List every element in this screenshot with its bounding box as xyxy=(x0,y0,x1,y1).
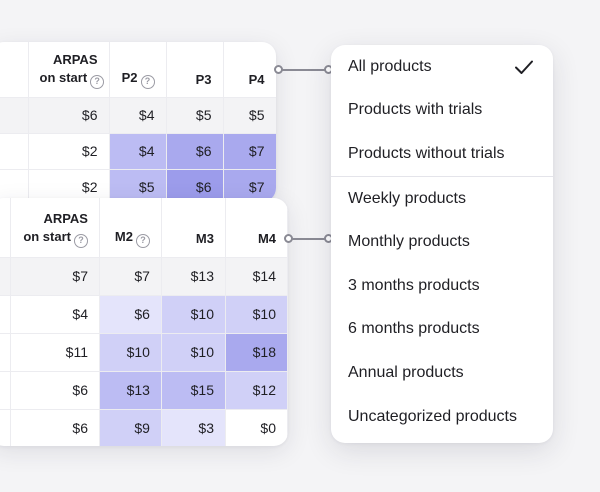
row-label-cell xyxy=(0,97,29,134)
p2-header: P2? xyxy=(109,42,167,98)
menu-item-label: Weekly products xyxy=(348,189,466,207)
arpas-cell: $6 xyxy=(10,371,100,410)
menu-item-label: Products without trials xyxy=(348,144,505,162)
arpas-cell: $2 xyxy=(28,133,110,170)
menu-item-6-months-products[interactable]: 6 months products xyxy=(331,308,553,352)
menu-item-annual-products[interactable]: Annual products xyxy=(331,351,553,395)
m2-header-label: M2 xyxy=(114,228,133,244)
menu-item-products-with-trials[interactable]: Products with trials xyxy=(331,89,553,133)
row-label-header xyxy=(0,42,29,98)
menu-item-label: Annual products xyxy=(348,363,464,381)
p3-cell: $6 xyxy=(166,133,224,170)
menu-item-label: All products xyxy=(348,57,432,75)
table-row: $11 $10 $10 $18 xyxy=(0,333,288,372)
menu-item-label: Monthly products xyxy=(348,233,470,251)
menu-item-label: Products with trials xyxy=(348,101,483,119)
help-icon[interactable]: ? xyxy=(135,233,150,248)
p2-cell: $4 xyxy=(109,133,167,170)
m3-cell: $15 xyxy=(161,371,226,410)
p2-cell: $5 xyxy=(109,169,167,202)
arpas-header-line1: ARPAS xyxy=(52,51,98,67)
m2-cell: $7 xyxy=(99,257,162,296)
p4-cell: $7 xyxy=(223,133,276,170)
check-icon xyxy=(515,60,533,74)
menu-item-label: 6 months products xyxy=(348,320,480,338)
table-header-row: ARPAS on start? M2? M3 M4 xyxy=(0,198,288,258)
table-header-row: ARPAS on start? P2? P3 P4 xyxy=(0,42,276,98)
menu-item-all-products[interactable]: All products xyxy=(331,45,553,89)
m2-cell: $13 xyxy=(99,371,162,410)
arpas-cell: $7 xyxy=(10,257,100,296)
m4-cell: $0 xyxy=(225,409,288,446)
menu-item-weekly-products[interactable]: Weekly products xyxy=(331,177,553,221)
arpas-header-line2: on start xyxy=(39,69,88,85)
m4-cell: $14 xyxy=(225,257,288,296)
m2-cell: $10 xyxy=(99,333,162,372)
menu-item-label: Uncategorized products xyxy=(348,407,517,425)
m3-cell: $13 xyxy=(161,257,226,296)
p3-cell: $6 xyxy=(166,169,224,202)
menu-divider xyxy=(331,175,553,177)
monthly-cohort-table: ARPAS on start? M2? M3 M4 $7 $7 $13 $14 $4 $6… xyxy=(0,198,288,446)
m3-header: M3 xyxy=(161,198,226,258)
m4-cell: $10 xyxy=(225,295,288,334)
m2-header: M2? xyxy=(99,198,162,258)
table-row: $6 $4 $5 $5 xyxy=(0,97,276,134)
p2-cell: $4 xyxy=(109,97,167,134)
help-icon[interactable]: ? xyxy=(73,233,88,248)
arpas-header: ARPAS on start? xyxy=(10,198,100,258)
table-row: $7 $7 $13 $14 xyxy=(0,257,288,296)
row-label-cell xyxy=(0,409,12,446)
m3-cell: $10 xyxy=(161,295,226,334)
help-icon[interactable]: ? xyxy=(140,74,155,89)
row-label-cell xyxy=(0,295,12,334)
m4-header: M4 xyxy=(225,198,288,258)
menu-item-label: 3 months products xyxy=(348,276,480,294)
p3-cell: $5 xyxy=(166,97,224,134)
arpas-header-line1: ARPAS xyxy=(43,210,88,226)
table-row: $4 $6 $10 $10 xyxy=(0,295,288,334)
connector-dot xyxy=(274,65,283,74)
arpas-cell: $6 xyxy=(10,409,100,446)
table-row: $6 $13 $15 $12 xyxy=(0,371,288,410)
p2-header-label: P2 xyxy=(121,69,138,85)
p4-cell: $5 xyxy=(223,97,276,134)
m4-cell: $18 xyxy=(225,333,288,372)
menu-item-monthly-products[interactable]: Monthly products xyxy=(331,220,553,264)
m4-cell: $12 xyxy=(225,371,288,410)
menu-item-uncategorized-products[interactable]: Uncategorized products xyxy=(331,395,553,439)
m2-cell: $6 xyxy=(99,295,162,334)
arpas-cell: $4 xyxy=(10,295,100,334)
arpas-header-line2: on start xyxy=(23,228,71,244)
connector-dot xyxy=(284,234,293,243)
menu-item-products-without-trials[interactable]: Products without trials xyxy=(331,132,553,176)
arpas-cell: $11 xyxy=(10,333,100,372)
m3-cell: $10 xyxy=(161,333,226,372)
arpas-cell: $6 xyxy=(28,97,110,134)
product-filter-menu: All products Products with trials Produc… xyxy=(331,45,553,443)
row-label-cell xyxy=(0,133,29,170)
table-row: $6 $9 $3 $0 xyxy=(0,409,288,446)
row-label-header xyxy=(0,198,12,258)
help-icon[interactable]: ? xyxy=(90,74,105,89)
m3-cell: $3 xyxy=(161,409,226,446)
connector-line xyxy=(290,238,332,240)
arpas-cell: $2 xyxy=(28,169,110,202)
row-label-cell xyxy=(0,169,29,202)
connector-line xyxy=(280,69,332,71)
row-label-cell xyxy=(0,333,12,372)
trial-cohort-table: ARPAS on start? P2? P3 P4 $6 $4 $5 $5 $2 $4 $6… xyxy=(0,42,276,202)
p4-header: P4 xyxy=(223,42,276,98)
row-label-cell xyxy=(0,257,12,296)
table-row: $2 $4 $6 $7 xyxy=(0,133,276,170)
p3-header: P3 xyxy=(166,42,224,98)
table-row: $2 $5 $6 $7 xyxy=(0,169,276,202)
m2-cell: $9 xyxy=(99,409,162,446)
p4-cell: $7 xyxy=(223,169,276,202)
menu-item-3-months-products[interactable]: 3 months products xyxy=(331,264,553,308)
arpas-header: ARPAS on start? xyxy=(28,42,110,98)
row-label-cell xyxy=(0,371,12,410)
